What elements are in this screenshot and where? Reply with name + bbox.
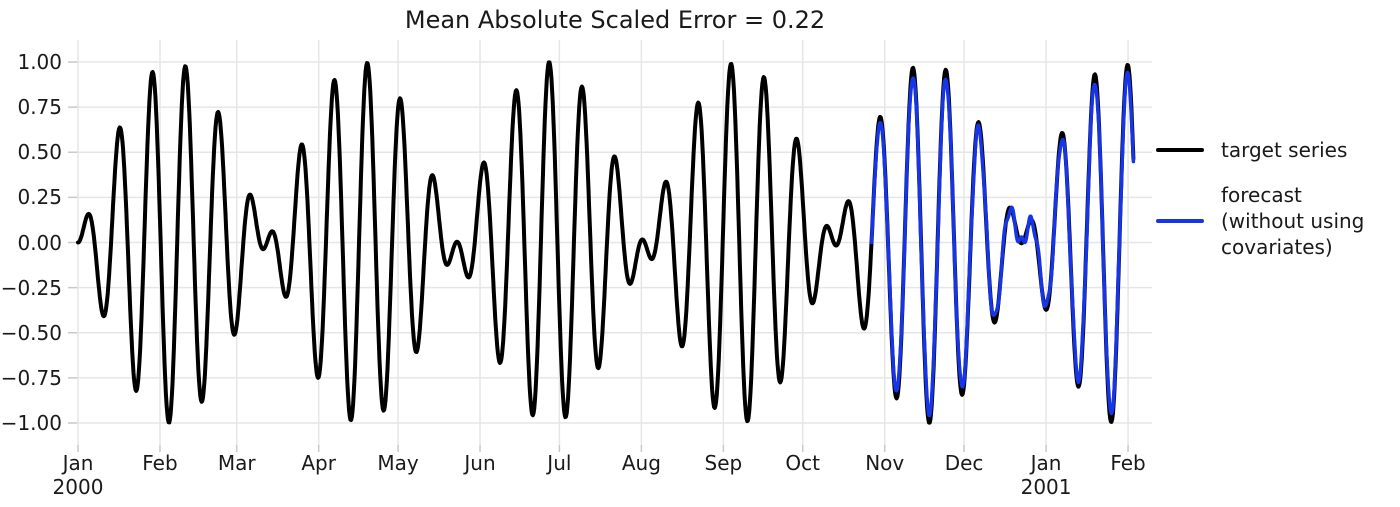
x-tick-year: 2000 [52,475,104,499]
x-tick-label: Feb [115,452,205,474]
chart-title: Mean Absolute Scaled Error = 0.22 [404,6,826,34]
legend: target series forecast (without using cov… [1156,137,1364,279]
y-tick-label: −1.00 [0,411,62,435]
x-tick-month: Oct [785,451,821,475]
y-tick-label: 0.50 [17,140,62,165]
x-tick-label: Apr [274,452,364,474]
x-tick-month: Feb [1110,451,1146,475]
x-tick-label: Sep [678,452,768,474]
x-tick-month: Dec [944,451,984,475]
y-tick-label: 0.00 [17,230,62,255]
x-tick-month: Jun [464,451,496,475]
y-tick-label: 1.00 [17,50,62,74]
x-tick-month: Sep [704,451,743,475]
y-tick-label: −0.50 [0,320,62,345]
x-tick-month: Apr [301,451,336,475]
y-tick-label: −0.25 [0,275,62,300]
y-tick-label: −0.75 [0,365,62,390]
forecast-line-icon [1156,219,1204,223]
x-tick-month: Mar [217,451,256,475]
legend-item: forecast (without using covariates) [1156,182,1364,260]
legend-label: target series [1221,138,1348,162]
x-tick-month: Nov [865,451,905,475]
forecast-series-line [869,70,1136,418]
x-tick-label: Dec [919,452,1009,474]
legend-label: forecast (without using covariates) [1221,183,1365,259]
x-tick-label: Mar [192,452,282,474]
x-tick-label: Oct [758,452,848,474]
x-tick-month: Aug [621,451,661,475]
legend-item: target series [1156,137,1364,163]
x-tick-label: May [353,452,443,474]
x-tick-label: Feb [1083,452,1173,474]
x-tick-month: Jul [547,451,572,475]
x-tick-year: 2001 [1020,475,1072,499]
y-tick-label: 0.25 [17,185,62,210]
x-tick-label: Jan 2000 [33,452,123,498]
target-series-line-icon [1156,148,1204,152]
x-tick-label: Jun [435,452,525,474]
x-tick-month: Feb [142,451,178,475]
x-tick-month: May [377,451,419,475]
x-tick-month: Jan [62,451,94,475]
x-tick-label: Jan 2001 [1001,452,1091,498]
x-tick-label: Nov [840,452,930,474]
y-tick-label: 0.75 [17,95,62,120]
x-tick-month: Jan [1030,451,1062,475]
x-tick-label: Jul [514,452,604,474]
x-tick-label: Aug [596,452,686,474]
